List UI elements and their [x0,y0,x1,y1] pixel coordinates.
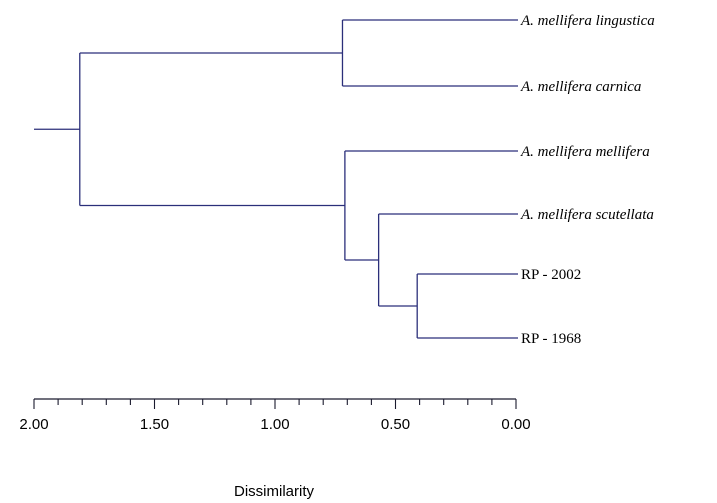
tick-label: 0.50 [381,416,410,433]
dendrogram-branches [34,19,518,339]
tick-label: 2.00 [19,416,48,433]
leaf-label-mel: A. mellifera mellifera [520,144,650,160]
leaf-label-rp2002: RP - 2002 [521,267,581,283]
leaf-labels: A. mellifera lingustica A. mellifera carn… [520,13,655,347]
tick-label: 1.50 [140,416,169,433]
axis-title: Dissimilarity [234,483,314,500]
leaf-label-scu: A. mellifera scutellata [520,207,654,223]
axis-ticks [33,399,517,409]
leaf-label-rp1968: RP - 1968 [521,331,581,347]
leaf-label-lig: A. mellifera lingustica [520,13,655,29]
leaf-label-car: A. mellifera carnica [520,79,641,95]
tick-label: 0.00 [501,416,530,433]
axis-tick-labels: 2.00 1.50 1.00 0.50 0.00 [19,416,530,433]
dissimilarity-axis: 2.00 1.50 1.00 0.50 0.00 [19,398,531,433]
tick-label: 1.00 [260,416,289,433]
